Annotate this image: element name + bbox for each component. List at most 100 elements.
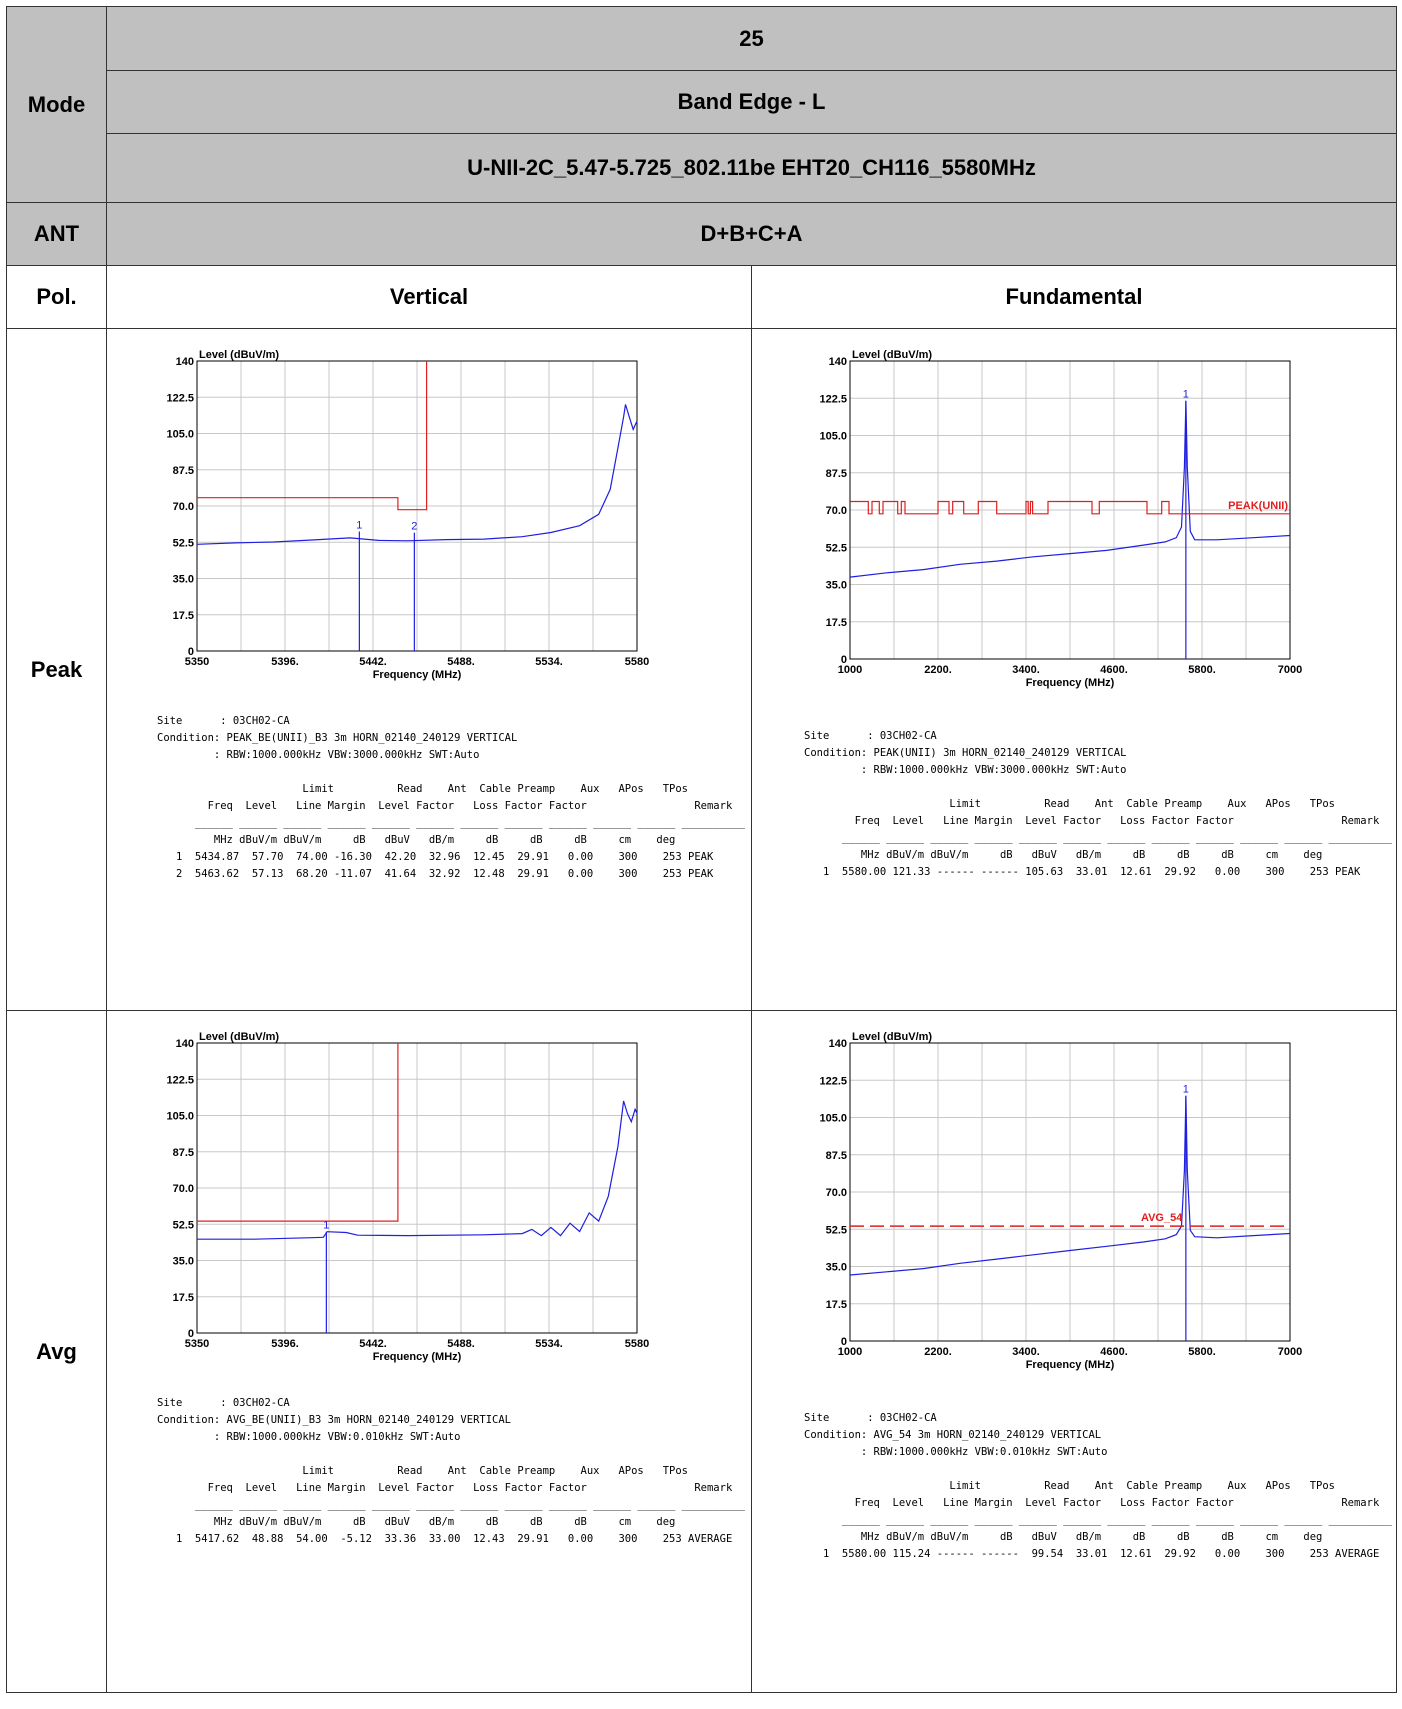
header-row1: 25 xyxy=(105,6,1398,71)
col-vertical: Vertical xyxy=(106,265,752,329)
y-tick-label: 17.5 xyxy=(826,1299,847,1311)
x-tick-label: 5800. xyxy=(1188,1346,1216,1358)
y-tick-label: 35.0 xyxy=(173,1256,194,1268)
info-line-site: Site : 03CH02-CA xyxy=(804,730,937,742)
y-tick-label: 140 xyxy=(829,356,847,368)
y-tick-label: 70.0 xyxy=(173,501,194,513)
ant-label: ANT xyxy=(6,202,107,266)
trace-line xyxy=(196,404,638,545)
info-line-row: 1 5580.00 121.33 ------ ------ 105.63 33… xyxy=(804,866,1361,878)
y-tick-label: 105.0 xyxy=(166,429,194,441)
x-tick-label: 7000 xyxy=(1278,664,1302,676)
x-tick-label: 5350 xyxy=(185,656,209,668)
trace-line xyxy=(197,1100,638,1240)
mode-label: Mode xyxy=(6,6,107,203)
peak-band-edge-cell: 0 17.5 35.0 52.5 70.0 87.5 105.0 122.5 140 5350 53… xyxy=(106,328,752,1011)
info-line-row: 1 5417.62 48.88 54.00 -5.12 33.36 33.00 … xyxy=(157,1533,733,1545)
y-tick-label: 105.0 xyxy=(166,1111,194,1123)
info-line-hdr2: Freq Level Line Margin Level Factor Loss… xyxy=(157,1482,733,1494)
y-tick-label: 122.5 xyxy=(166,392,194,404)
plot-frame xyxy=(849,1042,1291,1342)
y-axis-label: Level (dBuV/m) xyxy=(199,349,279,361)
x-axis-label: Frequency (MHz) xyxy=(373,669,462,681)
info-line-sep: ______ ______ ______ ______ ______ _____… xyxy=(157,1499,745,1511)
x-tick-label: 7000 xyxy=(1278,1346,1302,1358)
limit-label: PEAK(UNII) xyxy=(1228,500,1288,512)
info-line-blank xyxy=(804,779,1396,796)
trace-line xyxy=(849,400,1291,578)
info-line-hdr2: Freq Level Line Margin Level Factor Loss… xyxy=(804,1497,1380,1509)
plot-frame xyxy=(196,360,638,652)
y-tick-label: 87.5 xyxy=(173,465,194,477)
peak-fundamental-chart: 0 17.5 35.0 52.5 70.0 87.5 105.0 122.5 140 1000 22… xyxy=(752,347,1396,881)
x-tick-label: 5800. xyxy=(1188,664,1216,676)
info-line-hdr1: Limit Read Ant Cable Preamp Aux APos TPo… xyxy=(804,798,1336,810)
y-axis-label: Level (dBuV/m) xyxy=(199,1031,279,1043)
x-tick-label: 5534. xyxy=(535,656,563,668)
limit-line xyxy=(197,361,428,511)
y-tick-label: 52.5 xyxy=(173,537,194,549)
info-line-units: MHz dBuV/m dBuV/m dB dBuV dB/m dB dB dB … xyxy=(157,834,676,846)
info-line-condition: Condition: PEAK(UNII) 3m HORN_02140_2401… xyxy=(804,747,1127,759)
y-tick-label: 122.5 xyxy=(819,1075,847,1087)
y-tick-label: 87.5 xyxy=(173,1147,194,1159)
peak-band-edge-chart: 0 17.5 35.0 52.5 70.0 87.5 105.0 122.5 140 5350 53… xyxy=(107,347,751,883)
y-tick-label: 105.0 xyxy=(819,431,847,443)
y-tick-label: 35.0 xyxy=(826,580,847,592)
x-tick-label: 5488. xyxy=(447,656,475,668)
x-tick-label: 5534. xyxy=(535,1338,563,1350)
y-tick-label: 122.5 xyxy=(166,1074,194,1086)
avg-fundamental-chart: 0 17.5 35.0 52.5 70.0 87.5 105.0 122.5 140 1000 22… xyxy=(752,1029,1396,1563)
x-tick-label: 3400. xyxy=(1012,1346,1040,1358)
info-line-sep: ______ ______ ______ ______ ______ _____… xyxy=(804,832,1392,844)
marker-label: 1 xyxy=(1183,389,1189,401)
y-tick-label: 35.0 xyxy=(173,574,194,586)
peak-fundamental-cell: 0 17.5 35.0 52.5 70.0 87.5 105.0 122.5 140 1000 22… xyxy=(750,328,1398,1011)
report-table: Mode 25 Band Edge - L U-NII-2C_5.47-5.72… xyxy=(6,6,1398,1693)
y-tick-label: 105.0 xyxy=(819,1113,847,1125)
ant-value: D+B+C+A xyxy=(105,202,1398,266)
x-tick-label: 4600. xyxy=(1100,664,1128,676)
plot-frame xyxy=(196,1042,638,1334)
measurement-info: Site : 03CH02-CA Condition: AVG_54 3m HOR… xyxy=(804,1410,1396,1563)
info-line-rbw: : RBW:1000.000kHz VBW:3000.000kHz SWT:Au… xyxy=(804,764,1127,776)
x-axis-label: Frequency (MHz) xyxy=(1026,677,1115,689)
y-tick-label: 140 xyxy=(176,356,194,368)
pol-label: Pol. xyxy=(6,265,107,329)
chart-svg: 0 17.5 35.0 52.5 70.0 87.5 105.0 122.5 140 1000 22… xyxy=(819,349,1302,689)
x-tick-label: 2200. xyxy=(924,1346,952,1358)
x-axis-label: Frequency (MHz) xyxy=(373,1351,462,1363)
x-tick-label: 5396. xyxy=(271,656,299,668)
info-line-hdr2: Freq Level Line Margin Level Factor Loss… xyxy=(804,815,1380,827)
x-tick-label: 5488. xyxy=(447,1338,475,1350)
y-tick-label: 52.5 xyxy=(826,542,847,554)
trace-line xyxy=(849,1095,1291,1276)
y-tick-label: 0 xyxy=(188,1328,194,1340)
info-line-rbw: : RBW:1000.000kHz VBW:3000.000kHz SWT:Au… xyxy=(157,749,480,761)
x-tick-label: 4600. xyxy=(1100,1346,1128,1358)
y-tick-label: 70.0 xyxy=(826,505,847,517)
x-tick-label: 5350 xyxy=(185,1338,209,1350)
y-tick-label: 17.5 xyxy=(826,617,847,629)
info-line-sep: ______ ______ ______ ______ ______ _____… xyxy=(804,1514,1392,1526)
measurement-info: Site : 03CH02-CA Condition: AVG_BE(UNII)_… xyxy=(157,1395,751,1548)
chart-svg: 0 17.5 35.0 52.5 70.0 87.5 105.0 122.5 140 1000 22… xyxy=(819,1031,1302,1371)
y-tick-label: 70.0 xyxy=(173,1183,194,1195)
y-tick-label: 52.5 xyxy=(826,1224,847,1236)
x-tick-label: 1000 xyxy=(838,1346,862,1358)
marker-label: 1 xyxy=(356,519,362,531)
info-line-condition: Condition: AVG_BE(UNII)_B3 3m HORN_02140… xyxy=(157,1414,512,1426)
info-line-sep: ______ ______ ______ ______ ______ _____… xyxy=(157,817,745,829)
avg-fundamental-cell: 0 17.5 35.0 52.5 70.0 87.5 105.0 122.5 140 1000 22… xyxy=(750,1010,1398,1693)
x-tick-label: 5580 xyxy=(625,656,649,668)
y-tick-label: 122.5 xyxy=(819,393,847,405)
avg-label: Avg xyxy=(6,1010,107,1693)
info-line-rbw: : RBW:1000.000kHz VBW:0.010kHz SWT:Auto xyxy=(804,1446,1108,1458)
info-line-row: 1 5580.00 115.24 ------ ------ 99.54 33.… xyxy=(804,1548,1380,1560)
y-tick-label: 0 xyxy=(841,654,847,666)
header-row3: U-NII-2C_5.47-5.725_802.11be EHT20_CH116… xyxy=(105,133,1398,203)
limit-line xyxy=(850,500,1290,515)
x-tick-label: 5442. xyxy=(359,656,387,668)
x-tick-label: 1000 xyxy=(838,664,862,676)
y-tick-label: 87.5 xyxy=(826,1150,847,1162)
